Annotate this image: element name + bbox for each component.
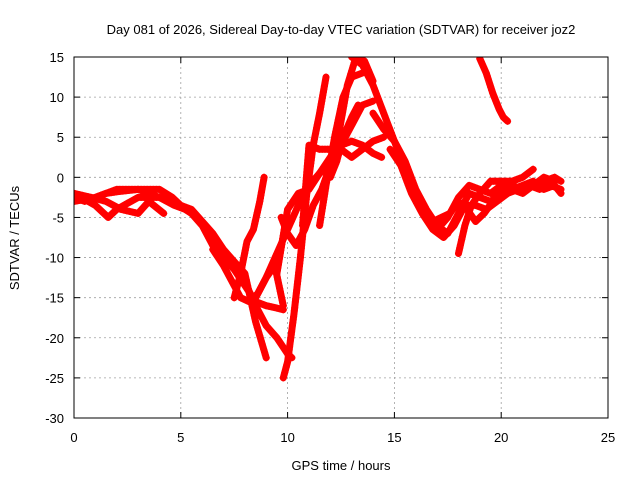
plot-frame <box>73 56 609 419</box>
data-point-marker <box>557 177 565 185</box>
data-point-marker <box>160 209 168 217</box>
chart-title: Day 081 of 2026, Sidereal Day-to-day VTE… <box>107 22 576 37</box>
x-tick-label: 0 <box>70 430 77 445</box>
x-tick-label: 10 <box>280 430 294 445</box>
data-point-marker <box>529 165 537 173</box>
data-point-marker <box>333 157 341 165</box>
y-axis-label: SDTVAR / TECUs <box>7 185 22 290</box>
series-arc-17 <box>429 173 559 225</box>
data-point-marker <box>234 279 242 287</box>
data-point-marker <box>90 194 98 202</box>
data-point-marker <box>338 139 345 147</box>
data-point-marker <box>93 195 101 203</box>
y-tick-label: -25 <box>45 371 64 386</box>
data-point-marker <box>99 197 107 205</box>
data-point-marker <box>334 154 341 162</box>
data-point-marker <box>230 294 238 302</box>
series-arc-18 <box>455 165 537 257</box>
data-point-marker <box>378 153 386 161</box>
data-series <box>74 57 565 382</box>
x-axis-label: GPS time / hours <box>292 458 391 473</box>
data-point-marker <box>250 312 258 320</box>
data-point-marker <box>260 173 268 181</box>
x-tick-label: 20 <box>494 430 508 445</box>
y-tick-label: 10 <box>50 90 64 105</box>
data-point-marker <box>336 145 344 153</box>
series-arc-19 <box>476 57 512 125</box>
y-tick-label: -15 <box>45 291 64 306</box>
y-tick-label: -30 <box>45 411 64 426</box>
data-point-marker <box>369 97 377 105</box>
data-point-marker <box>231 291 239 299</box>
axis-tick-labels: 0 5 10 15 20 25 -30 -25 -20 -15 -10 -5 0 5 10 15 <box>45 50 615 445</box>
data-point-marker <box>551 177 559 185</box>
data-point-marker <box>338 136 346 144</box>
data-point-marker <box>251 315 259 323</box>
y-tick-label: -5 <box>52 210 64 225</box>
data-point-marker <box>337 142 345 150</box>
data-point-marker <box>262 354 270 362</box>
x-tick-label: 5 <box>177 430 184 445</box>
x-tick-label: 15 <box>387 430 401 445</box>
data-point-marker <box>354 101 362 109</box>
y-tick-label: 0 <box>57 170 64 185</box>
data-point-marker <box>233 282 241 290</box>
y-tick-label: 5 <box>57 130 64 145</box>
data-point-marker <box>233 285 241 293</box>
series-arc-6 <box>230 173 268 302</box>
data-point-marker <box>232 288 240 296</box>
data-point-marker <box>279 302 287 310</box>
axis-ticks <box>73 56 609 419</box>
data-point-marker <box>236 273 244 281</box>
data-point-marker <box>380 133 388 141</box>
data-point-marker <box>504 117 512 125</box>
data-point-marker <box>335 148 343 156</box>
y-tick-label: 15 <box>50 50 64 65</box>
series-arc-13 <box>326 101 362 181</box>
data-point-marker <box>273 304 281 312</box>
data-point-marker <box>557 185 565 193</box>
data-point-marker <box>322 73 330 81</box>
y-tick-label: -20 <box>45 331 64 346</box>
data-point-marker <box>334 151 342 159</box>
y-tick-label: -10 <box>45 251 64 266</box>
x-tick-label: 25 <box>601 430 615 445</box>
data-point-marker <box>235 276 243 284</box>
